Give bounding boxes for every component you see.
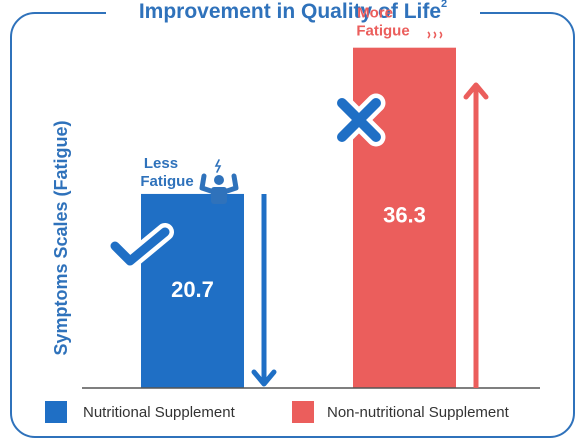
strong-person-left-arm-icon <box>199 173 214 194</box>
annotation-less-line2: Fatigue <box>140 173 193 190</box>
down-arrow-head-icon <box>251 369 277 387</box>
chart-title-text: Improvement in Quality of Life <box>138 0 442 23</box>
checkmark-icon <box>110 227 170 266</box>
chart-title: Improvement in Quality of Life2 <box>106 0 480 26</box>
steam-icon <box>427 31 443 39</box>
legend-label-non-nutritional: Non-nutritional Supplement <box>327 404 509 421</box>
value-label-nutritional: 20.7 <box>171 277 214 302</box>
legend-swatch-non-nutritional <box>292 401 314 423</box>
legend-label-nutritional: Nutritional Supplement <box>83 404 235 421</box>
annotation-less-line1: Less <box>144 155 178 172</box>
up-arrow-head-icon <box>463 82 489 100</box>
annotation-more-line2: Fatigue <box>356 23 409 40</box>
strong-person-body-icon <box>211 187 227 204</box>
value-label-non-nutritional: 36.3 <box>383 202 426 227</box>
annotation-more-line1: More <box>357 5 393 22</box>
tired-person-head-icon <box>428 51 440 63</box>
tired-person-body-icon <box>422 64 446 78</box>
strong-person-head-icon <box>214 175 224 185</box>
cross-icon <box>337 98 381 142</box>
legend-swatch-nutritional <box>45 401 67 423</box>
lightning-icon <box>214 159 222 173</box>
strong-person-right-arm-icon <box>224 173 239 194</box>
chart-title-superscript: 2 <box>441 0 448 10</box>
